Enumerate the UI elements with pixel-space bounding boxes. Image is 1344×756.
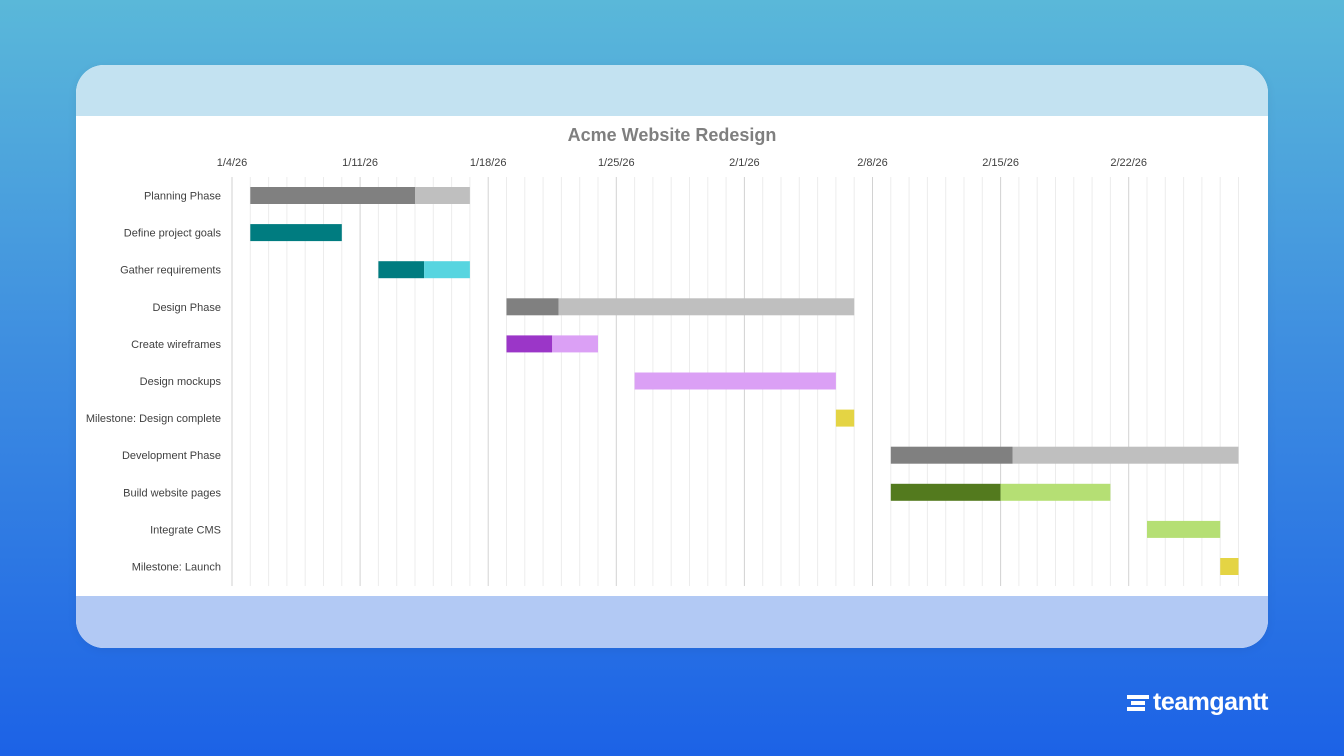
x-tick-label: 2/1/26 — [729, 157, 760, 169]
task-label: Design Phase — [153, 302, 222, 314]
brand-logo: teamgantt — [1127, 688, 1268, 717]
card-footer-band — [76, 596, 1268, 648]
task-bar-done — [506, 298, 559, 316]
task-bar-done — [506, 335, 553, 353]
x-tick-label: 1/18/26 — [470, 157, 507, 169]
task-bar-remaining — [424, 261, 470, 279]
teamgantt-logo-icon — [1127, 694, 1150, 711]
task-label: Gather requirements — [120, 265, 221, 277]
chart-title: Acme Website Redesign — [567, 125, 777, 145]
x-tick-label: 1/11/26 — [342, 157, 378, 169]
task-label: Milestone: Design complete — [86, 413, 221, 425]
gantt-chart: 1/4/26 1/11/26 1/18/26 1/25/26 2/1/26 2/8/26 2… — [86, 157, 1239, 586]
x-tick-label: 2/15/26 — [982, 157, 1019, 169]
milestone-marker — [835, 409, 855, 427]
task-label: Build website pages — [123, 487, 221, 499]
task-bar-remaining — [1147, 520, 1221, 538]
card-header-band — [76, 65, 1268, 116]
task-bar-remaining — [634, 372, 836, 390]
task-label: Create wireframes — [131, 339, 221, 351]
task-bar-remaining — [558, 298, 855, 316]
milestone-marker — [1220, 558, 1239, 575]
task-bar-remaining — [415, 187, 470, 204]
task-bar-done — [250, 224, 342, 242]
task-label: Milestone: Launch — [132, 562, 221, 574]
task-label: Integrate CMS — [150, 524, 221, 536]
x-tick-label: 2/8/26 — [857, 157, 888, 169]
task-bar-remaining — [1000, 483, 1111, 501]
task-label: Development Phase — [122, 450, 221, 462]
task-label: Planning Phase — [144, 191, 221, 203]
x-tick-label: 2/22/26 — [1110, 157, 1147, 169]
brand-name: teamgantt — [1153, 688, 1268, 716]
task-bar-done — [378, 261, 425, 279]
task-bar-done — [890, 483, 1001, 501]
task-bar-remaining — [552, 335, 598, 353]
task-label: Define project goals — [124, 228, 222, 240]
task-bar-done — [250, 187, 415, 204]
task-label: Design mockups — [140, 376, 222, 388]
task-bar-remaining — [1012, 446, 1239, 464]
task-bar-done — [890, 446, 1013, 464]
x-tick-label: 1/25/26 — [598, 157, 635, 169]
x-tick-label: 1/4/26 — [217, 157, 248, 169]
chart-card: Acme Website Redesign 1/4/26 1/11/26 1/18/… — [76, 65, 1268, 648]
